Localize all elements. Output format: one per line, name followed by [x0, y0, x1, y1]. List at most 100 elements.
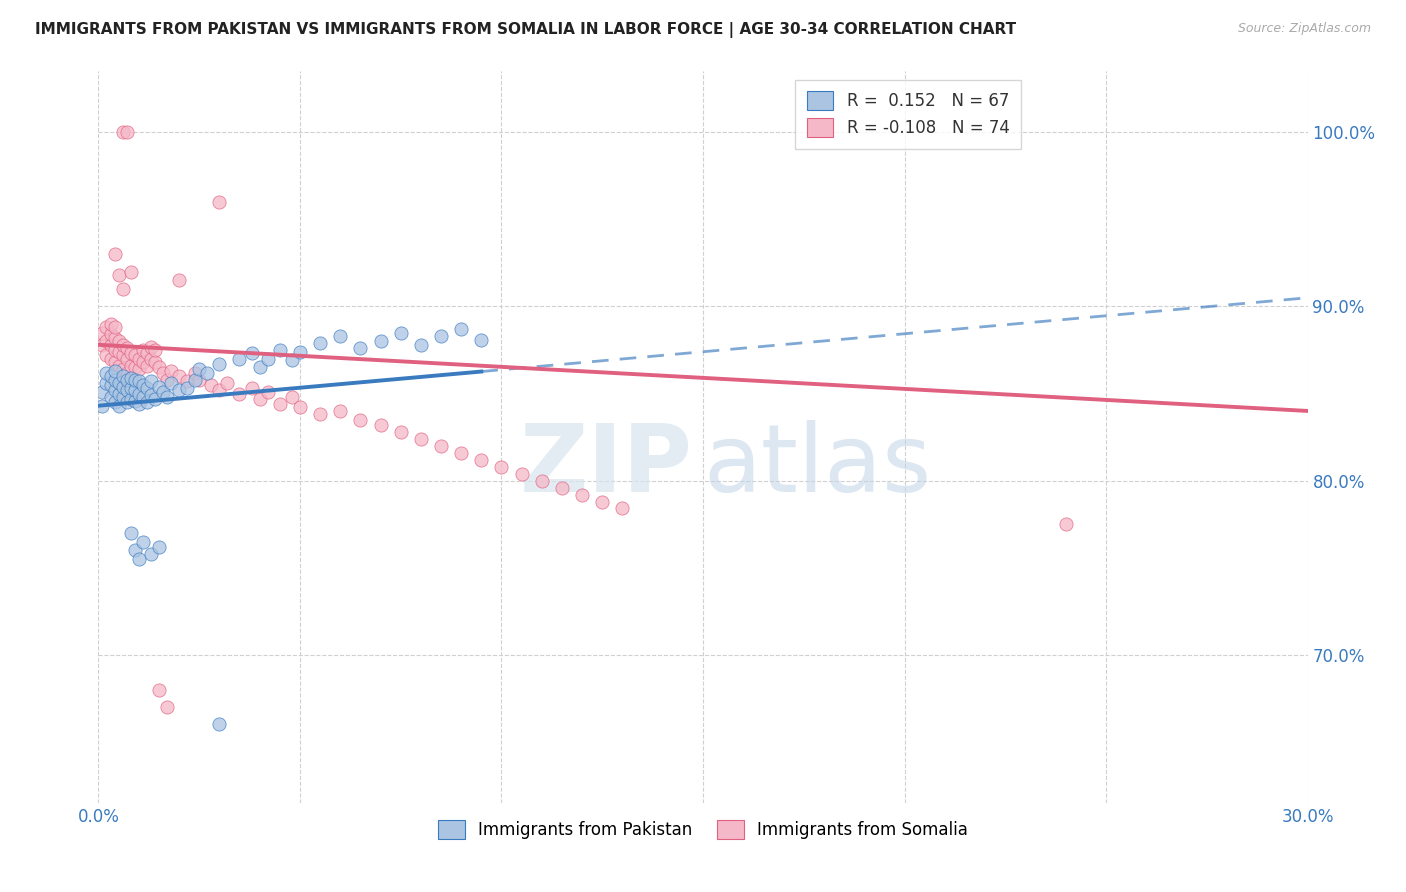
Point	[124, 383, 146, 397]
Point	[107, 344, 129, 359]
Point	[120, 359, 142, 373]
Point	[329, 329, 352, 343]
Point	[107, 268, 129, 282]
Point	[120, 265, 142, 279]
Point	[111, 348, 134, 362]
Point	[120, 525, 142, 540]
Point	[132, 343, 155, 357]
Point	[510, 467, 533, 481]
Point	[200, 377, 222, 392]
Point	[103, 364, 125, 378]
Point	[132, 390, 155, 404]
Point	[188, 362, 211, 376]
Point	[176, 375, 198, 389]
Point	[256, 351, 278, 366]
Point	[256, 384, 278, 399]
Point	[349, 412, 371, 426]
Point	[152, 366, 174, 380]
Point	[96, 376, 118, 390]
Point	[188, 373, 211, 387]
Point	[591, 494, 613, 508]
Point	[124, 393, 146, 408]
Point	[111, 282, 134, 296]
Point	[470, 452, 492, 467]
Point	[120, 392, 142, 406]
Legend: Immigrants from Pakistan, Immigrants from Somalia: Immigrants from Pakistan, Immigrants fro…	[432, 814, 974, 846]
Point	[612, 501, 634, 516]
Point	[143, 343, 166, 357]
Point	[156, 700, 179, 714]
Point	[128, 386, 150, 401]
Point	[139, 547, 162, 561]
Point	[115, 341, 138, 355]
Point	[281, 390, 304, 404]
Point	[115, 395, 138, 409]
Point	[349, 341, 371, 355]
Text: Source: ZipAtlas.com: Source: ZipAtlas.com	[1237, 22, 1371, 36]
Point	[571, 487, 593, 501]
Point	[139, 339, 162, 353]
Point	[208, 717, 231, 731]
Point	[91, 326, 114, 340]
Point	[195, 366, 218, 380]
Point	[120, 371, 142, 385]
Point	[430, 439, 453, 453]
Text: IMMIGRANTS FROM PAKISTAN VS IMMIGRANTS FROM SOMALIA IN LABOR FORCE | AGE 30-34 C: IMMIGRANTS FROM PAKISTAN VS IMMIGRANTS F…	[35, 22, 1017, 38]
Point	[120, 381, 142, 395]
Point	[208, 194, 231, 209]
Point	[124, 360, 146, 375]
Point	[208, 357, 231, 371]
Point	[269, 397, 291, 411]
Point	[135, 395, 157, 409]
Point	[389, 425, 412, 439]
Point	[281, 353, 304, 368]
Point	[128, 362, 150, 376]
Point	[100, 377, 122, 392]
Point	[309, 408, 332, 422]
Point	[107, 376, 129, 390]
Point	[128, 552, 150, 566]
Point	[148, 682, 170, 697]
Point	[139, 388, 162, 402]
Point	[100, 327, 122, 342]
Point	[100, 390, 122, 404]
Point	[135, 359, 157, 373]
Point	[148, 360, 170, 375]
Point	[100, 317, 122, 331]
Text: ZIP: ZIP	[520, 420, 693, 512]
Point	[103, 247, 125, 261]
Point	[115, 125, 138, 139]
Point	[228, 351, 250, 366]
Point	[176, 381, 198, 395]
Point	[103, 373, 125, 387]
Point	[103, 331, 125, 345]
Point	[409, 338, 432, 352]
Point	[389, 326, 412, 340]
Point	[96, 320, 118, 334]
Point	[91, 384, 114, 399]
Point	[240, 346, 263, 360]
Point	[491, 459, 513, 474]
Point	[128, 375, 150, 389]
Point	[208, 383, 231, 397]
Point	[107, 386, 129, 401]
Point	[135, 346, 157, 360]
Point	[120, 346, 142, 360]
Point	[124, 543, 146, 558]
Text: atlas: atlas	[704, 420, 932, 512]
Point	[1054, 517, 1077, 532]
Point	[124, 348, 146, 362]
Point	[143, 355, 166, 369]
Point	[132, 355, 155, 369]
Point	[167, 273, 190, 287]
Point	[156, 373, 179, 387]
Point	[135, 381, 157, 395]
Point	[249, 360, 271, 375]
Point	[103, 395, 125, 409]
Point	[228, 386, 250, 401]
Point	[329, 404, 352, 418]
Point	[269, 343, 291, 357]
Point	[100, 369, 122, 384]
Point	[115, 366, 138, 380]
Point	[450, 446, 472, 460]
